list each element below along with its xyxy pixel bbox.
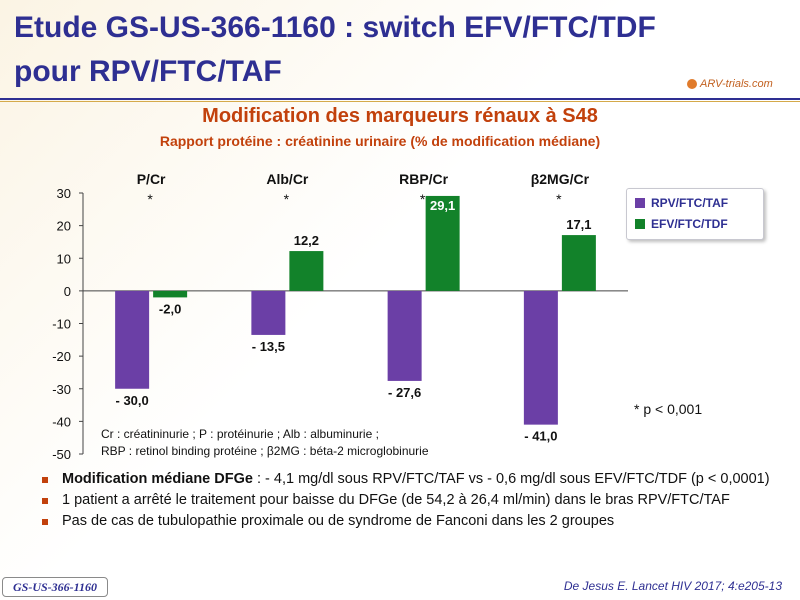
data-label: 29,1 <box>430 198 455 213</box>
citation: De Jesus E. Lancet HIV 2017; 4:e205-13 <box>563 579 782 593</box>
bullet-item: Modification médiane DFGe : - 4,1 mg/dl … <box>42 470 772 489</box>
bar-series-1 <box>523 290 558 425</box>
legend-item-series-2: EFV/FTC/TDF <box>635 217 728 231</box>
bar-series-2 <box>153 290 188 298</box>
y-tick-label: 30 <box>57 186 71 201</box>
pvalue-note: * p < 0,001 <box>634 401 703 417</box>
logo-icon <box>687 79 697 90</box>
chart-legend: RPV/FTC/TAF EFV/FTC/TDF <box>626 188 764 240</box>
bullet-list: Modification médiane DFGe : - 4,1 mg/dl … <box>42 470 772 533</box>
category-label: P/Cr <box>137 171 166 187</box>
bullet-text: : - 4,1 mg/dl sous RPV/FTC/TAF vs - 0,6 … <box>252 471 770 487</box>
abbreviations-line-1: Cr : créatininurie ; P : protéinurie ; A… <box>101 427 379 441</box>
chart-subtitle: Rapport protéine : créatinine urinaire (… <box>159 133 601 149</box>
legend-label-series-1: RPV/FTC/TAF <box>651 196 729 210</box>
bar-series-1 <box>115 290 150 389</box>
significance-marker: * <box>420 191 426 207</box>
y-tick-label: -40 <box>52 414 71 429</box>
y-tick-label: -30 <box>52 382 71 397</box>
category-label: RBP/Cr <box>399 171 449 187</box>
chart-title: Modification des marqueurs rénaux à S48 <box>202 105 598 127</box>
category-label: Alb/Cr <box>266 171 309 187</box>
data-label: 17,1 <box>566 217 591 232</box>
bar-series-2 <box>425 195 460 291</box>
y-tick-label: 20 <box>57 219 71 234</box>
legend-swatch-series-1 <box>635 198 645 208</box>
legend-swatch-series-2 <box>635 219 645 229</box>
data-label: - 30,0 <box>116 393 149 408</box>
data-label: - 13,5 <box>252 339 285 354</box>
bullet-marker-icon <box>42 477 48 483</box>
significance-marker: * <box>556 191 562 207</box>
y-tick-label: 0 <box>64 284 71 299</box>
bullet-marker-icon <box>42 519 48 525</box>
abbreviations-note: Cr : créatininurie ; P : protéinurie ; A… <box>101 426 429 460</box>
data-label: 12,2 <box>294 233 319 248</box>
y-tick-label: -10 <box>52 317 71 332</box>
data-label: - 27,6 <box>388 385 421 400</box>
bullet-bold-text: Modification médiane DFGe <box>62 471 253 487</box>
bullet-marker-icon <box>42 498 48 504</box>
data-label: - 41,0 <box>524 429 557 444</box>
bullet-text: Pas de cas de tubulopathie proximale ou … <box>62 513 615 529</box>
logo-text: ARV-trials.com <box>700 78 773 90</box>
y-tick-label: -50 <box>52 447 71 462</box>
arv-trials-logo[interactable]: ARV-trials.com <box>687 78 773 90</box>
bar-series-1 <box>251 290 286 335</box>
title-divider <box>0 98 800 100</box>
bullet-item: Pas de cas de tubulopathie proximale ou … <box>42 512 772 531</box>
legend-item-series-1: RPV/FTC/TAF <box>635 196 728 210</box>
abbreviations-line-2: RBP : retinol binding protéine ; β2MG : … <box>101 444 429 458</box>
slide-title: Etude GS-US-366-1160 : switch EFV/FTC/TD… <box>14 11 656 88</box>
bullet-text: 1 patient a arrêté le traitement pour ba… <box>62 492 730 508</box>
category-label: β2MG/Cr <box>531 171 590 187</box>
data-label: -2,0 <box>159 301 181 316</box>
bar-series-2 <box>561 235 596 291</box>
bar-series-1 <box>387 290 422 381</box>
legend-label-series-2: EFV/FTC/TDF <box>651 217 728 231</box>
bullet-item: 1 patient a arrêté le traitement pour ba… <box>42 491 772 510</box>
title-divider-accent <box>0 101 800 102</box>
significance-marker: * <box>284 191 290 207</box>
bar-series-2 <box>289 251 324 291</box>
y-tick-label: -20 <box>52 349 71 364</box>
y-tick-label: 10 <box>57 251 71 266</box>
significance-marker: * <box>147 191 153 207</box>
study-badge: GS-US-366-1160 <box>2 577 108 597</box>
